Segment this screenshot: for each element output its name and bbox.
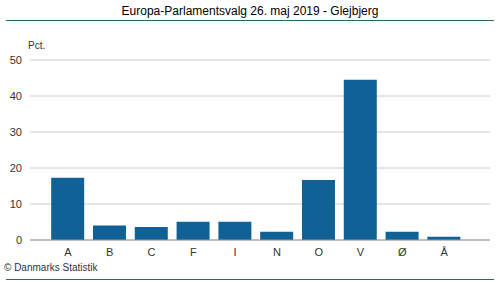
svg-text:I: I xyxy=(234,246,237,258)
html-text:Pct.: Pct. xyxy=(28,40,46,51)
svg-text:30: 30 xyxy=(10,126,22,138)
svg-text:V: V xyxy=(357,246,365,258)
svg-text:Å: Å xyxy=(440,246,448,258)
svg-text:0: 0 xyxy=(16,234,22,246)
svg-text:40: 40 xyxy=(10,90,22,102)
svg-text:O: O xyxy=(314,246,323,258)
html-text:Europa-Parlamentsvalg 26. maj: Europa-Parlamentsvalg 26. maj 2019 - Gle… xyxy=(121,4,379,18)
svg-text:C: C xyxy=(148,246,156,258)
svg-text:B: B xyxy=(106,246,113,258)
svg-text:10: 10 xyxy=(10,198,22,210)
svg-text:F: F xyxy=(190,246,197,258)
svg-text:50: 50 xyxy=(10,54,22,66)
svg-text:N: N xyxy=(273,246,281,258)
html-text:© Danmarks Statistik: © Danmarks Statistik xyxy=(4,262,98,273)
svg-text:A: A xyxy=(64,246,72,258)
svg-text:20: 20 xyxy=(10,162,22,174)
svg-text:Ø: Ø xyxy=(398,246,407,258)
